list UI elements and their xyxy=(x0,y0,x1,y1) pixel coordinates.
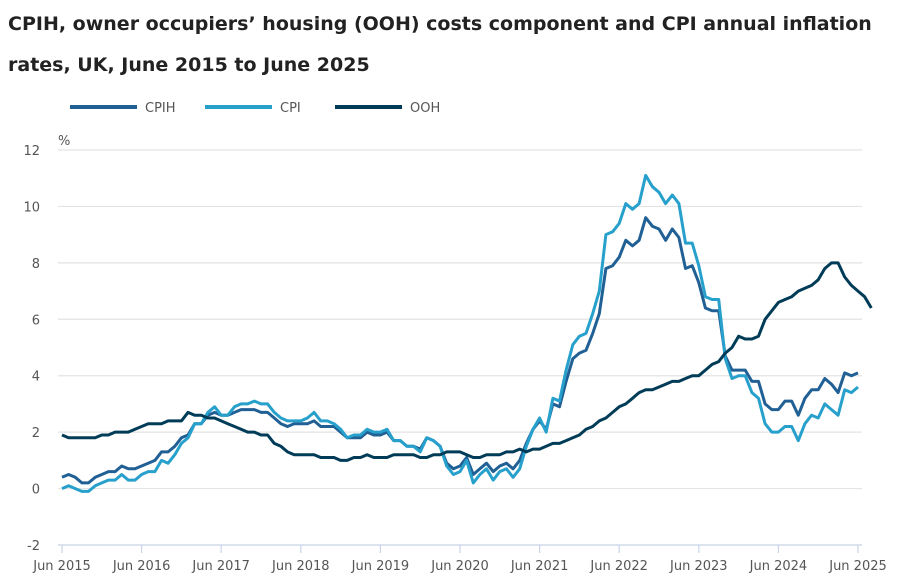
x-axis: Jun 2015 Jun 2016 Jun 2017 Jun 2018 Jun 2019… xyxy=(32,544,887,574)
y-axis-unit-label: % xyxy=(58,134,70,149)
y-tick-label: 0 xyxy=(32,483,40,498)
x-tick-label: Jun 2020 xyxy=(430,559,489,574)
x-tick-label: Jun 2025 xyxy=(828,559,887,574)
series-line-ooh xyxy=(61,261,873,462)
legend: CPIH CPI OOH xyxy=(70,101,440,116)
x-tick-label: Jun 2021 xyxy=(510,559,569,574)
y-tick-label: 10 xyxy=(23,200,40,215)
x-tick-label: Jun 2024 xyxy=(749,559,808,574)
legend-item-cpih: CPIH xyxy=(70,101,176,116)
y-axis-ticks: -2 0 2 4 6 8 10 12 xyxy=(23,144,40,554)
y-tick-label: 8 xyxy=(32,257,40,272)
legend-label: CPI xyxy=(280,101,301,116)
y-tick-label: -2 xyxy=(27,539,40,554)
x-tick-label: Jun 2016 xyxy=(112,559,171,574)
y-tick-label: 4 xyxy=(32,370,40,385)
x-tick-label: Jun 2018 xyxy=(271,559,330,574)
x-tick-label: Jun 2022 xyxy=(589,559,648,574)
x-tick-label: Jun 2017 xyxy=(191,559,250,574)
legend-item-ooh: OOH xyxy=(335,101,440,116)
legend-label: OOH xyxy=(410,101,440,116)
y-tick-label: 6 xyxy=(32,313,40,328)
legend-label: CPIH xyxy=(145,101,176,116)
x-tick-label: Jun 2023 xyxy=(669,559,728,574)
legend-item-cpi: CPI xyxy=(205,101,301,116)
y-tick-label: 2 xyxy=(32,426,40,441)
chart-title: CPIH, owner occupiers’ housing (OOH) cos… xyxy=(8,13,872,76)
y-tick-label: 12 xyxy=(23,144,40,159)
series-line-cpi xyxy=(61,173,859,493)
x-tick-label: Jun 2015 xyxy=(32,559,91,574)
gridlines xyxy=(58,149,862,490)
x-tick-label: Jun 2019 xyxy=(351,559,410,574)
series-lines xyxy=(61,173,873,493)
